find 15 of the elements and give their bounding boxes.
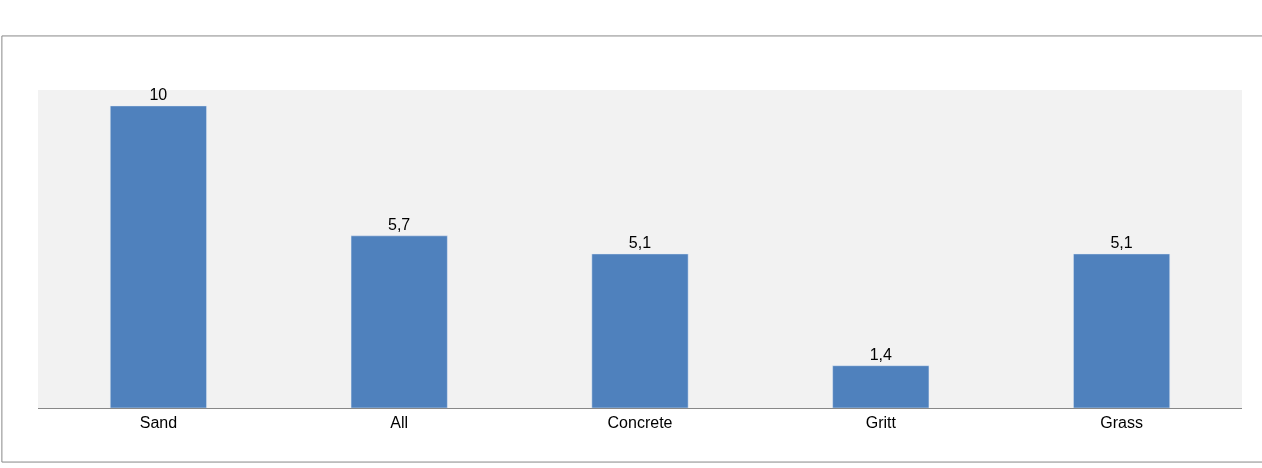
x-tick-label: All: [390, 414, 409, 432]
data-label: 5,1: [628, 233, 652, 251]
bar: [832, 365, 930, 408]
x-tick-label: Grass: [1100, 414, 1143, 432]
data-label: 10: [149, 85, 168, 103]
data-label: 5,1: [1110, 233, 1133, 251]
bar: [1073, 253, 1171, 408]
x-tick-label: Sand: [139, 414, 178, 432]
data-label: 5,7: [388, 215, 411, 233]
bar: [350, 235, 448, 408]
data-label: 1,4: [869, 345, 892, 363]
bar: [591, 253, 689, 408]
bar: [109, 105, 207, 408]
x-tick-label: Gritt: [865, 414, 897, 432]
x-tick-label: Concrete: [607, 414, 673, 432]
